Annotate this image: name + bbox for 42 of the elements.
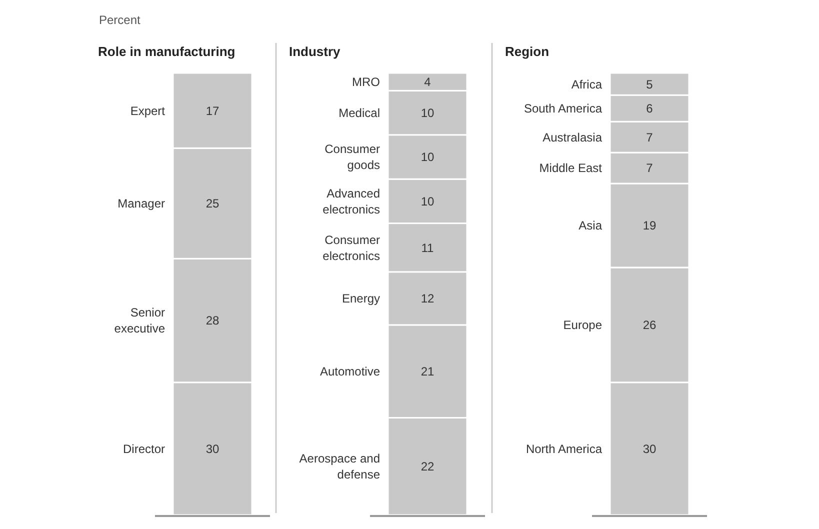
data-label: 21 bbox=[420, 364, 434, 379]
data-label: 30 bbox=[206, 442, 220, 456]
data-label: 30 bbox=[642, 442, 656, 456]
data-label: 7 bbox=[646, 130, 654, 144]
data-label: 11 bbox=[421, 240, 434, 255]
data-label: 17 bbox=[206, 104, 220, 118]
series-label: Africa bbox=[571, 77, 602, 92]
series-label: Director bbox=[122, 442, 165, 456]
chart-subtitle: Percent bbox=[99, 13, 142, 27]
data-label: 28 bbox=[206, 314, 220, 328]
chart-title: Role in manufacturing bbox=[98, 44, 236, 59]
series-label: Advanced electronics bbox=[322, 186, 380, 216]
series-label: Energy bbox=[342, 292, 380, 306]
series-label: Automotive bbox=[320, 364, 380, 379]
series-label: Aerospace and defense bbox=[299, 452, 380, 482]
series-label: Senior executive bbox=[114, 306, 166, 336]
data-label: 25 bbox=[206, 196, 220, 211]
data-label: 7 bbox=[646, 161, 654, 176]
series-label: Middle East bbox=[539, 161, 603, 176]
series-label: North America bbox=[526, 442, 602, 456]
data-label: 26 bbox=[642, 318, 656, 332]
data-label: 5 bbox=[646, 77, 654, 92]
data-label: 10 bbox=[420, 106, 434, 120]
chart-title: Region bbox=[505, 44, 550, 59]
data-label: 6 bbox=[646, 102, 654, 116]
series-label: Expert bbox=[130, 104, 166, 118]
data-label: 22 bbox=[420, 460, 434, 474]
series-label: Consumer goods bbox=[324, 142, 380, 172]
data-label: 10 bbox=[420, 150, 434, 164]
chart-title: Industry bbox=[289, 44, 342, 59]
data-label: 4 bbox=[424, 75, 432, 90]
series-label: Manager bbox=[118, 196, 165, 211]
data-label: 19 bbox=[642, 218, 656, 233]
series-label: Medical bbox=[338, 106, 380, 120]
data-label: 10 bbox=[420, 194, 434, 208]
series-label: South America bbox=[524, 102, 602, 116]
series-label: Australasia bbox=[542, 130, 602, 144]
series-label: Consumer electronics bbox=[322, 232, 380, 263]
data-label: 12 bbox=[420, 292, 434, 306]
series-label: MRO bbox=[352, 75, 380, 90]
series-label: Asia bbox=[578, 218, 602, 233]
series-label: Europe bbox=[563, 318, 602, 332]
